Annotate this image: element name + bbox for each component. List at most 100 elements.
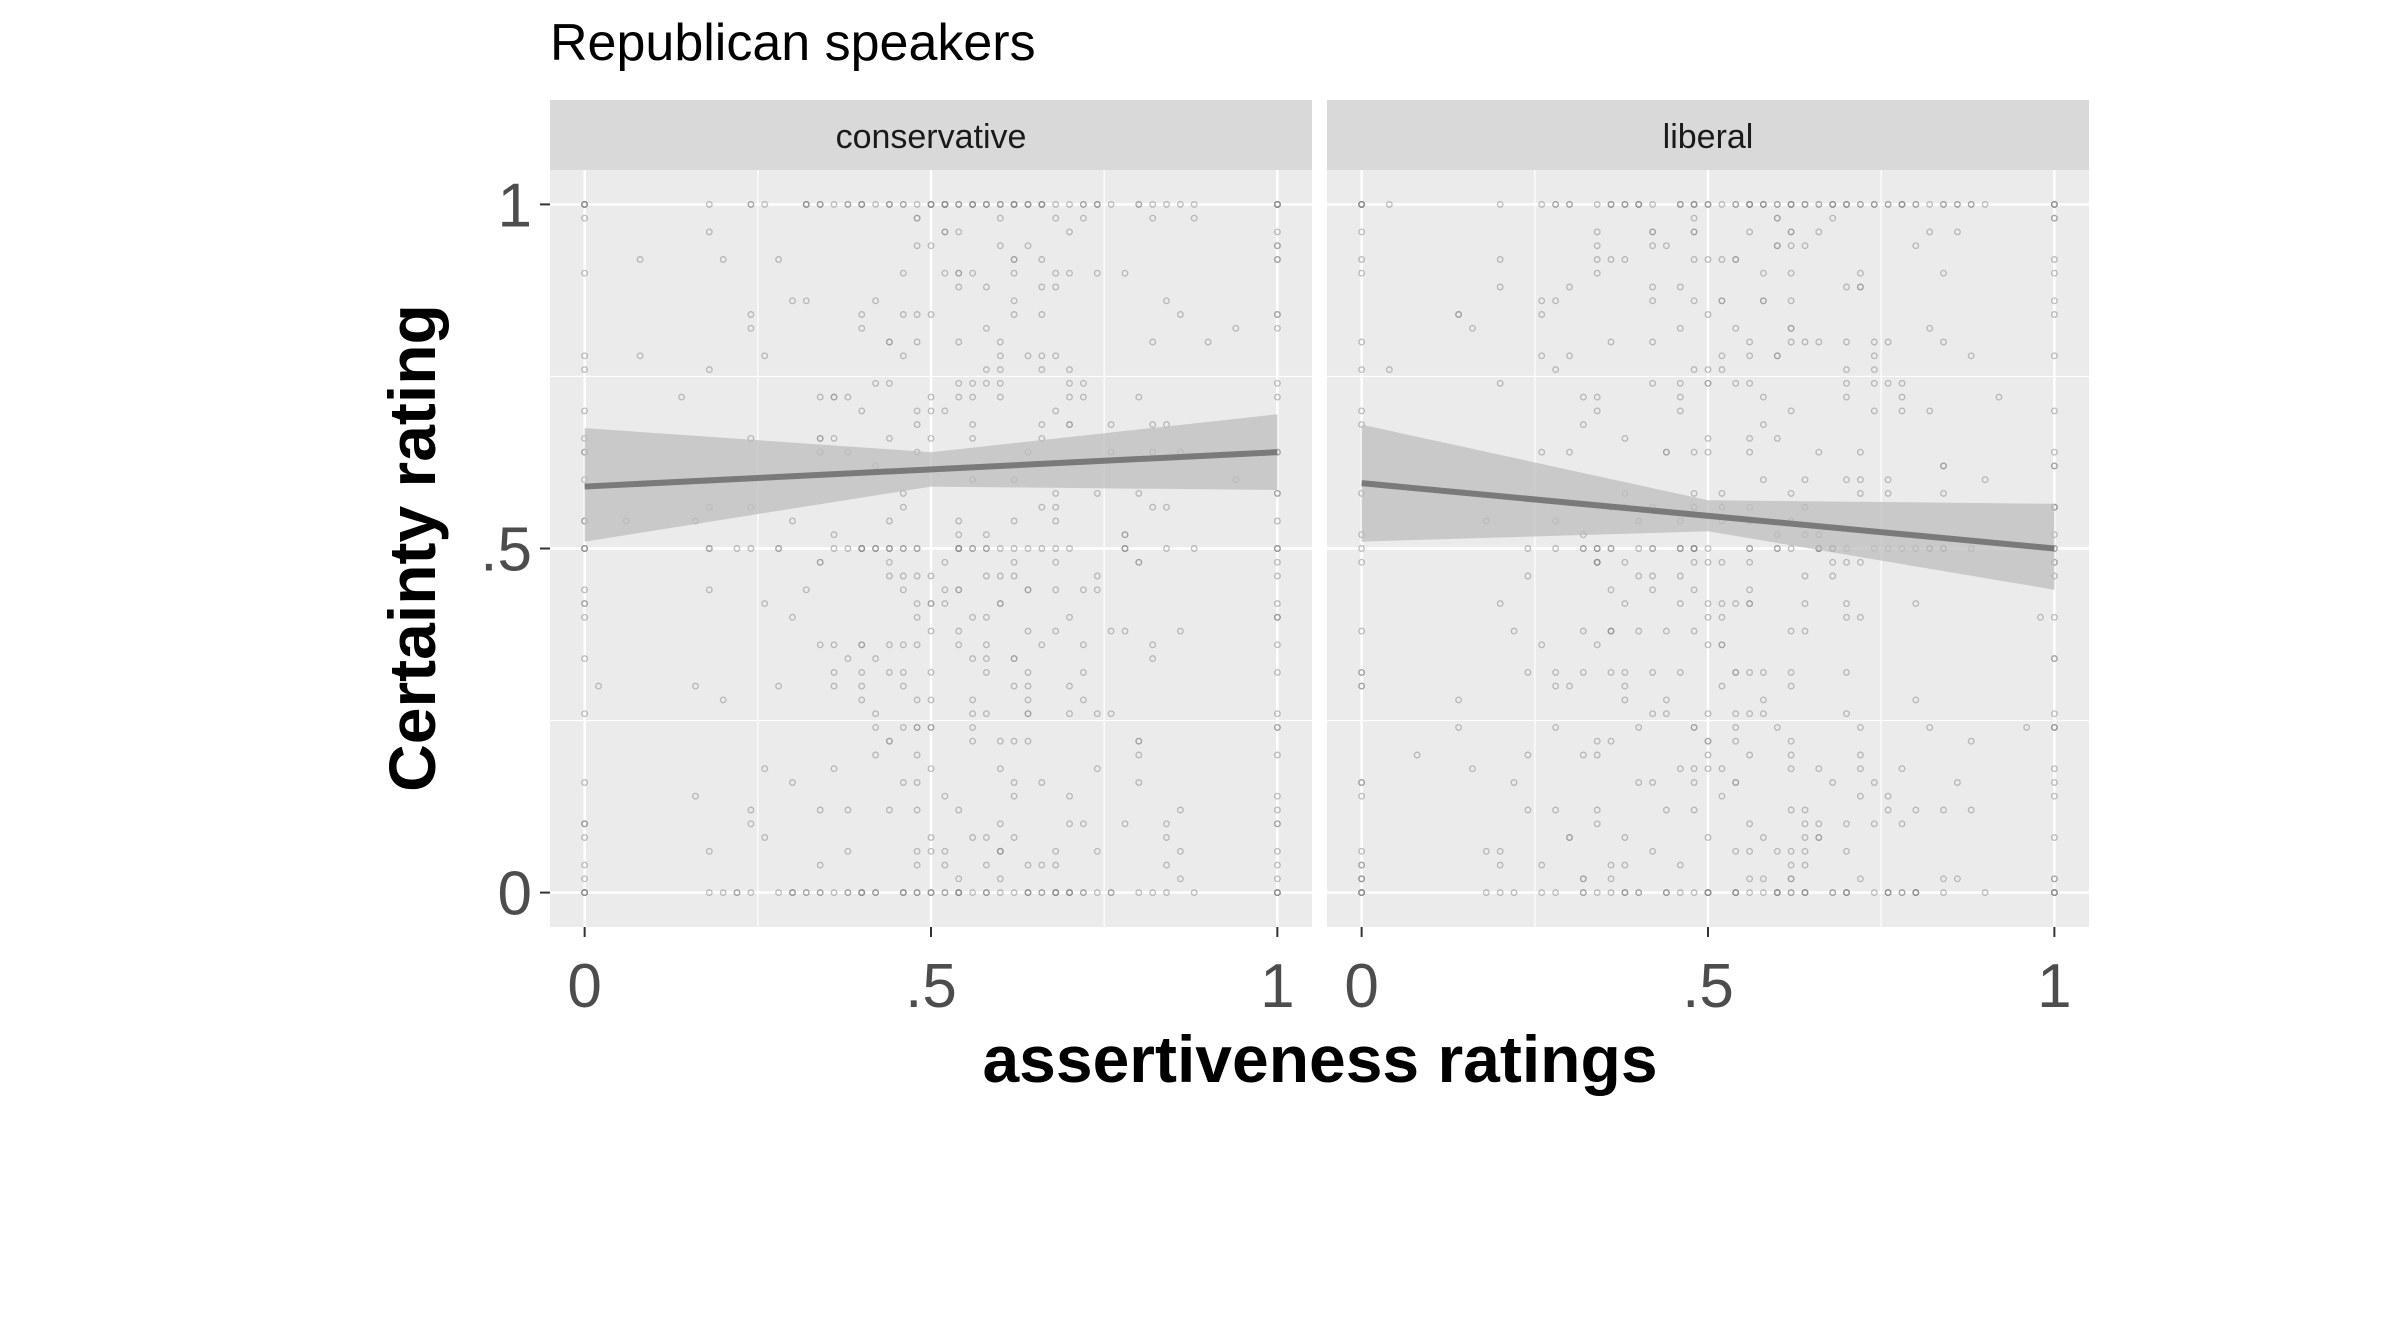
scatter-point [1358, 627, 1366, 635]
scatter-point [969, 834, 977, 841]
scatter-point [1801, 476, 1809, 484]
scatter-point [747, 545, 755, 552]
scatter-point [899, 779, 907, 786]
scatter-point [1953, 228, 1961, 236]
scatter-point [1093, 586, 1101, 594]
scatter-point [899, 352, 907, 360]
scatter-point [1052, 352, 1060, 360]
scatter-point [1079, 668, 1087, 676]
scatter-point [705, 366, 713, 374]
x-ticks-conservative: 0.5 1 [567, 927, 1295, 1021]
scatter-point [1273, 668, 1281, 676]
scatter-point [1759, 200, 1767, 208]
scatter-point [1718, 792, 1726, 800]
scatter-point [1870, 407, 1878, 415]
scatter-point [872, 379, 880, 387]
scatter-point [1038, 200, 1046, 208]
scatter-point [1829, 889, 1837, 897]
scatter-point [1787, 889, 1795, 897]
scatter-point [1079, 214, 1087, 222]
scatter-point [1482, 847, 1490, 855]
scatter-point [1843, 379, 1850, 387]
scatter-point [1607, 889, 1615, 897]
scatter-point [1010, 311, 1018, 318]
scatter-point [1704, 613, 1712, 621]
scatter-point [705, 228, 713, 236]
scatter-point [913, 572, 921, 580]
scatter-point [1149, 214, 1157, 222]
scatter-point [1593, 545, 1601, 552]
scatter-point [581, 352, 589, 360]
scatter-point [830, 682, 838, 690]
scatter-point [1010, 558, 1018, 566]
scatter-point [1870, 200, 1878, 208]
scatter-point [1787, 806, 1795, 814]
scatter-point [1801, 889, 1809, 897]
scatter-point [1607, 338, 1615, 346]
scatter-point [1690, 200, 1698, 208]
scatter-point [1010, 779, 1018, 786]
scatter-point [1704, 311, 1712, 318]
scatter-point [1704, 641, 1712, 649]
scatter-point [1579, 889, 1587, 897]
scatter-point [1273, 324, 1281, 332]
scatter-point [1898, 820, 1906, 828]
scatter-point [1856, 875, 1864, 883]
scatter-point [1649, 283, 1657, 291]
scatter-point [955, 283, 963, 291]
scatter-point [885, 558, 893, 566]
scatter-point [1066, 889, 1073, 897]
scatter-point [969, 889, 977, 897]
scatter-point [1856, 613, 1864, 621]
scatter-point [1746, 200, 1754, 208]
scatter-point [1787, 737, 1795, 745]
scatter-point [1593, 393, 1601, 401]
scatter-point [1024, 682, 1032, 690]
scatter-point [913, 338, 921, 346]
scatter-point [1635, 723, 1643, 731]
y-ticks: 0.51 [480, 171, 550, 929]
scatter-point [595, 682, 602, 690]
scatter-point [747, 200, 755, 208]
scatter-point [996, 765, 1004, 773]
scatter-point [1121, 531, 1129, 539]
scatter-point [1759, 297, 1767, 305]
scatter-point [996, 200, 1004, 208]
scatter-point [1163, 297, 1170, 305]
scatter-point [1856, 269, 1864, 277]
scatter-point [1273, 600, 1281, 608]
y-tick-label: 0 [498, 860, 532, 929]
x-tick-label: 0 [1344, 952, 1378, 1021]
scatter-point [1107, 889, 1115, 897]
scatter-point [1190, 214, 1198, 222]
scatter-point [1759, 696, 1767, 704]
scatter-point [1801, 806, 1809, 814]
scatter-point [1358, 792, 1366, 800]
scatter-point [1010, 737, 1018, 745]
scatter-point [581, 820, 589, 828]
scatter-point [1759, 834, 1767, 841]
scatter-point [1358, 407, 1366, 415]
scatter-point [1746, 379, 1754, 387]
scatter-point [1773, 723, 1781, 731]
scatter-point [761, 765, 769, 773]
scatter-point [1843, 393, 1850, 401]
scatter-point [747, 820, 755, 828]
scatter-point [1093, 200, 1101, 208]
scatter-point [982, 668, 990, 676]
scatter-point [1676, 393, 1684, 401]
scatter-point [775, 889, 783, 897]
scatter-point [1621, 600, 1629, 608]
scatter-point [1676, 200, 1684, 208]
scatter-point [1135, 737, 1143, 745]
scatter-point [1704, 448, 1712, 456]
scatter-point [1815, 338, 1823, 346]
scatter-point [941, 228, 949, 236]
x-axis-label: assertiveness ratings [982, 1022, 1657, 1096]
scatter-point [1066, 379, 1073, 387]
scatter-point [1662, 242, 1670, 250]
x-tick-label: .5 [1682, 952, 1734, 1021]
scatter-point [1038, 366, 1046, 374]
scatter-point [1358, 861, 1366, 869]
